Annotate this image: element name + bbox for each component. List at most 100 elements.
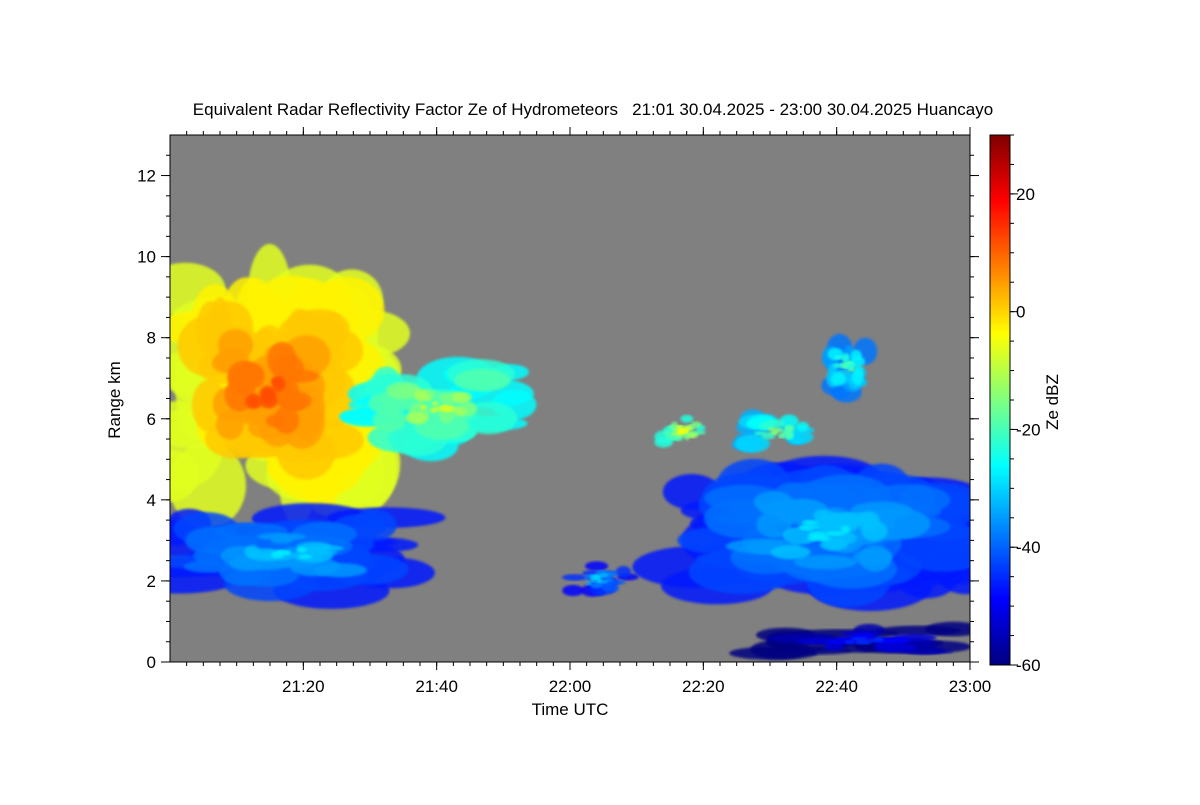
echo-cell [802, 519, 818, 526]
echo-cell [735, 434, 770, 453]
echo-cell [562, 584, 584, 597]
echo-cell [847, 360, 854, 365]
echo-cells-22:40 [821, 333, 878, 403]
x-tick-label: 22:40 [815, 677, 858, 696]
echo-cell [282, 550, 292, 555]
echo-cell [273, 406, 300, 434]
echo-cell [819, 539, 849, 551]
echo-cell [429, 407, 439, 413]
echo-cell [443, 405, 455, 413]
echo-cell [296, 546, 307, 553]
echo-cell [777, 434, 786, 439]
x-tick-label: 21:40 [415, 677, 458, 696]
colorbar-ticks: 20 0 -20 -40 -60 [1010, 134, 1041, 675]
echo-cell [386, 382, 422, 400]
echo-cell [593, 574, 600, 579]
echo-cell [900, 485, 936, 513]
echo-cell [270, 534, 294, 544]
echo-cell [768, 427, 775, 432]
echo-cell [585, 561, 609, 571]
echo-cell [229, 556, 264, 571]
echo-cell [875, 636, 884, 641]
echo-cell [690, 421, 702, 428]
axis-ticks: 21:20 21:40 22:00 22:20 22:40 23:00 0 2 4 6 8 10 12 [137, 127, 991, 696]
y-axis-label: Range km [105, 361, 124, 438]
echo-cell [420, 404, 427, 410]
echo-cell [830, 372, 846, 387]
echo-cell [873, 640, 905, 651]
echo-cell [272, 376, 286, 392]
echo-cell [432, 401, 439, 406]
x-tick-label: 21:20 [282, 677, 325, 696]
y-tick-label: 10 [137, 248, 156, 267]
echo-cell [764, 419, 785, 429]
echo-cell [841, 525, 850, 534]
echo-mid-layer-east [632, 455, 970, 611]
echo-cell [663, 430, 672, 436]
echo-cell [845, 640, 855, 645]
echo-cell [796, 421, 809, 432]
echo-low-echo-west [170, 503, 446, 609]
echo-cell [414, 412, 469, 440]
echo-cell [853, 549, 893, 565]
echo-cell-22:35 [731, 409, 815, 453]
echo-cell [245, 393, 263, 410]
echo-cell [785, 426, 792, 432]
echo-cell [228, 366, 256, 389]
echo-cell [595, 578, 602, 583]
echo-cell [770, 545, 811, 560]
echo-cell [352, 509, 397, 541]
colorbar-label: Ze dBZ [1043, 374, 1062, 430]
colorbar [989, 134, 1011, 666]
y-tick-label: 0 [147, 653, 156, 672]
echo-cell [452, 391, 472, 403]
echo-cell [782, 430, 789, 435]
colorbar-tick-label: -40 [1016, 538, 1041, 557]
colorbar-tick-label: -60 [1016, 656, 1041, 675]
echo-cell [298, 554, 312, 559]
colorbar-tick-label: -20 [1016, 420, 1041, 439]
echo-cell [848, 367, 855, 372]
echo-cell [562, 574, 588, 581]
echo-cell [259, 394, 278, 409]
echo-low-echo-22:02 [562, 561, 639, 597]
echo-cell [309, 549, 338, 555]
echo-cell [841, 353, 850, 363]
echo-cell [271, 552, 284, 559]
echo-cell [772, 431, 779, 436]
echo-near-surface-east [729, 621, 970, 660]
echo-cell [414, 389, 428, 399]
echo-cell [305, 545, 344, 552]
echo-cell [250, 365, 265, 387]
y-tick-label: 4 [147, 491, 156, 510]
y-tick-label: 8 [147, 329, 156, 348]
echo-cell [798, 524, 819, 531]
echo-cell-22:17 [654, 414, 706, 448]
echo-cell [876, 625, 962, 636]
echo-cell [794, 555, 857, 570]
echo-cell [825, 531, 846, 536]
echo-cell [688, 432, 698, 439]
echo-cell [405, 412, 429, 424]
echo-cell [777, 427, 784, 432]
colorbar-tick-label: 0 [1016, 303, 1025, 322]
echo-cell [861, 520, 888, 541]
x-tick-label: 23:00 [949, 677, 992, 696]
echo-cell [840, 362, 847, 368]
echo-cell [193, 546, 225, 565]
echo-cell [454, 368, 511, 392]
echo-cell [680, 414, 694, 423]
echo-cell [833, 355, 844, 360]
echo-cell [267, 341, 297, 378]
echo-cell [851, 370, 864, 385]
echo-cell [585, 581, 592, 586]
y-tick-label: 2 [147, 572, 156, 591]
echo-cell [753, 491, 793, 514]
y-tick-label: 12 [137, 167, 156, 186]
echo-cell [615, 566, 632, 578]
echo-cell [786, 432, 793, 440]
echo-cell [589, 581, 604, 589]
echo-cell [807, 535, 831, 542]
